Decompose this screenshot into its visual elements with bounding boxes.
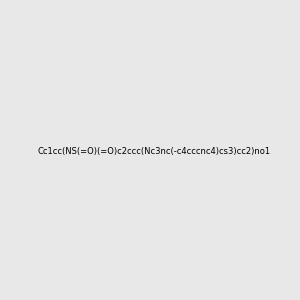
Text: Cc1cc(NS(=O)(=O)c2ccc(Nc3nc(-c4cccnc4)cs3)cc2)no1: Cc1cc(NS(=O)(=O)c2ccc(Nc3nc(-c4cccnc4)cs… <box>37 147 270 156</box>
